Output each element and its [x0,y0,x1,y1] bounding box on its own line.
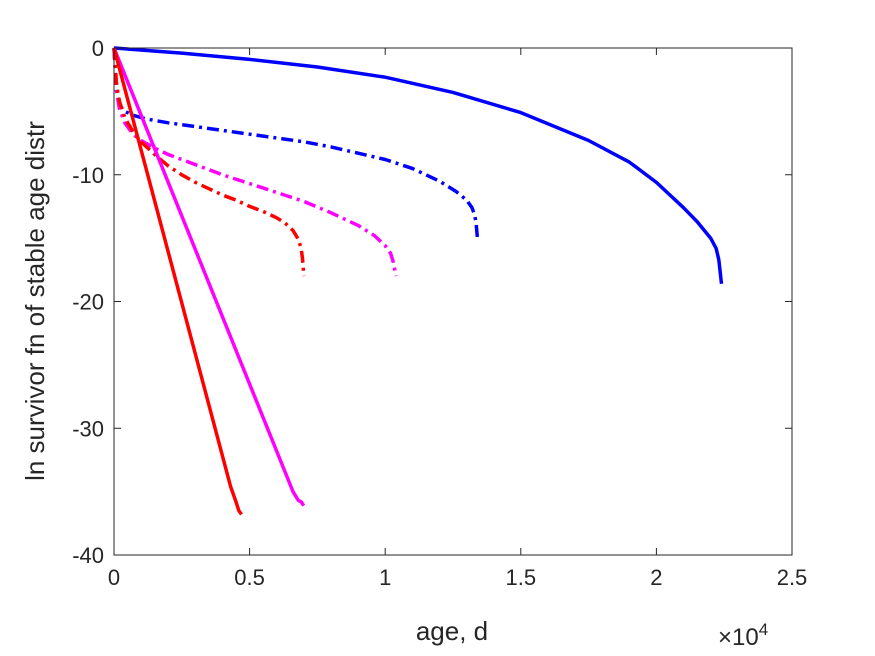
x-tick-label: 0 [108,565,120,590]
y-tick-label: -40 [72,543,104,568]
series-line-4 [112,47,306,277]
axes-layer: 0 0.5 1 1.5 2 2.5 0 -10 -20 -30 -40 [72,36,807,590]
x-tick-label: 2 [650,565,662,590]
series-line-2 [112,47,480,239]
x-exponent-power: 4 [759,620,768,639]
series-line-6 [112,47,243,516]
x-tick-label: 2.5 [777,565,808,590]
x-tick-label: 1.5 [506,565,537,590]
x-exponent-label: ×104 [718,620,768,651]
y-tick-label: -10 [72,163,104,188]
y-tick-label: -20 [72,290,104,315]
series-line-3 [112,47,398,277]
x-tick-label: 0.5 [234,565,265,590]
x-axis-label: age, d [416,616,488,646]
x-tick-label: 1 [379,565,391,590]
y-tick-label: -30 [72,416,104,441]
series-line-5 [112,47,306,507]
y-tick-label: 0 [92,36,104,61]
series-layer [112,46,724,516]
x-exponent-base: ×10 [718,624,759,651]
series-line-1 [113,46,724,284]
y-axis-label: ln survivor fn of stable age distr [20,121,50,481]
